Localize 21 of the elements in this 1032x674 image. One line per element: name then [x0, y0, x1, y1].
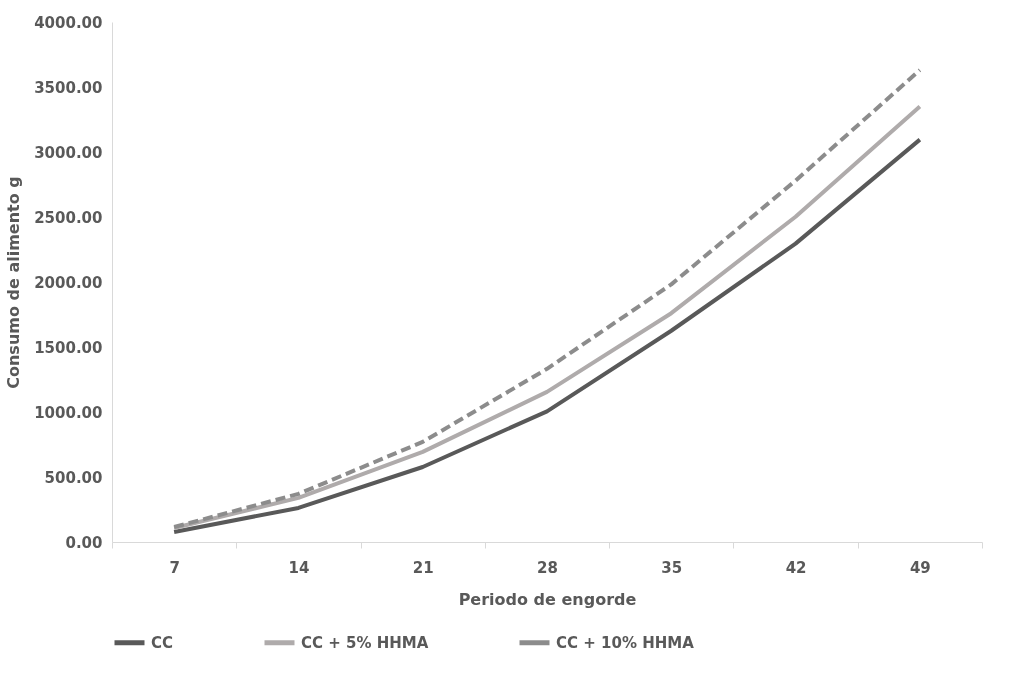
y-tick-label: 0.00: [65, 533, 103, 552]
legend-label: CC: [151, 633, 174, 652]
x-tick-label: 35: [661, 558, 683, 577]
x-tick-label: 42: [785, 558, 807, 577]
y-tick-label: 1500.00: [34, 338, 103, 357]
y-tick-label: 3000.00: [34, 143, 103, 162]
y-axis-title: Consumo de alimento g: [4, 176, 24, 389]
y-tick-label: 2500.00: [34, 208, 103, 227]
y-tick-label: 4000.00: [34, 13, 103, 32]
legend-label: CC + 5% HHMA: [301, 633, 429, 652]
y-tick-label: 2000.00: [34, 273, 103, 292]
x-tick-label: 49: [909, 558, 931, 577]
x-tick-label: 14: [288, 558, 310, 577]
legend-label: CC + 10% HHMA: [556, 633, 695, 652]
x-tick-label: 7: [169, 558, 180, 577]
y-tick-label: 500.00: [44, 468, 103, 487]
x-tick-label: 28: [537, 558, 558, 577]
y-tick-label: 3500.00: [34, 78, 103, 97]
x-tick-label: 21: [412, 558, 434, 577]
x-axis-title: Periodo de engorde: [458, 589, 637, 609]
y-tick-label: 1000.00: [34, 403, 103, 422]
